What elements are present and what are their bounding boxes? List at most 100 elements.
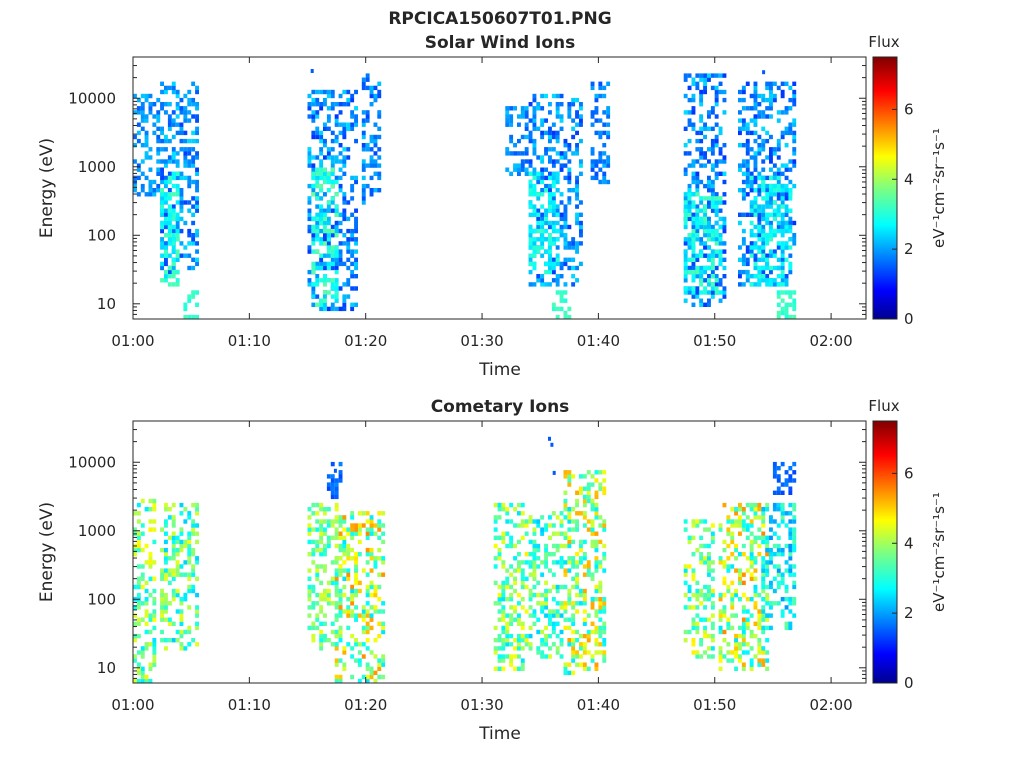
heatmap-cell [691,572,696,577]
heatmap-cell [780,192,785,197]
heatmap-cell [544,633,548,639]
heatmap-cell [590,147,595,152]
heatmap-cell [707,584,711,590]
heatmap-cell [788,126,793,131]
heatmap-cell [354,265,358,271]
heatmap-cell [563,572,568,577]
heatmap-cell [761,515,766,520]
heatmap-cell [536,106,541,111]
heatmap-cell [548,241,552,246]
heatmap-cell [191,102,196,107]
heatmap-cell [509,106,514,111]
heatmap-cell [582,650,587,655]
heatmap-cell [311,621,316,626]
heatmap-cell [191,314,196,320]
heatmap-cell [707,543,711,549]
heatmap-cell [140,498,145,504]
heatmap-cell [699,114,704,119]
heatmap-cell [326,118,331,123]
heatmap-cell [563,498,568,504]
heatmap-cell [338,478,343,483]
heatmap-cell [718,617,723,622]
heatmap-cell [792,122,797,127]
heatmap-cell [381,629,386,635]
heatmap-cell [148,552,153,557]
heatmap-cell [381,531,386,536]
heatmap-cell [187,151,192,156]
heatmap-cell [567,638,572,643]
heatmap-cell [738,143,742,148]
heatmap-cell [160,245,164,250]
heatmap-cell [319,597,324,602]
heatmap-cell [575,564,579,569]
heatmap-cell [555,188,560,193]
heatmap-cell [691,233,696,238]
heatmap-cell [501,588,506,594]
heatmap-cell [769,237,773,242]
heatmap-cell [195,151,199,156]
heatmap-cell [509,118,514,123]
heatmap-cell [594,609,599,614]
heatmap-cell [179,642,184,647]
heatmap-cell [326,588,331,594]
heatmap-cell [559,155,564,160]
heatmap-cell [749,502,754,508]
heatmap-cell [311,114,316,119]
heatmap-cell [187,241,192,246]
heatmap-cell [311,241,316,246]
heatmap-cell [195,89,199,95]
heatmap-cell [338,183,343,189]
heatmap-cell [532,564,537,569]
heatmap-cell [307,151,312,156]
heatmap-cell [520,597,525,602]
heatmap-cell [780,515,785,520]
heatmap-cell [497,609,502,614]
heatmap-cell [586,494,591,500]
heatmap-cell [575,572,579,577]
heatmap-cell [567,617,572,622]
heatmap-cell [780,290,785,295]
heatmap-cell [136,543,141,549]
heatmap-cell [175,224,180,230]
heatmap-cell [156,110,161,115]
heatmap-cell [788,220,793,226]
heatmap-cell [769,81,773,86]
heatmap-cell [710,646,715,651]
heatmap-cell [722,257,727,262]
heatmap-cell [517,601,521,606]
heatmap-cell [140,143,145,148]
heatmap-cell [319,257,324,262]
heatmap-cell [307,625,312,631]
heatmap-cell [691,97,696,103]
heatmap-cell [792,290,797,295]
heatmap-cell [602,597,607,602]
heatmap-cell [761,269,766,275]
heatmap-cell [144,97,149,103]
heatmap-cell [788,245,793,250]
heatmap-cell [563,670,568,676]
heatmap-cell [195,183,199,189]
heatmap-cell [575,502,579,508]
heatmap-cell [160,167,164,172]
heatmap-cell [160,261,164,267]
heatmap-cell [528,564,533,569]
heatmap-cell [567,597,572,602]
heatmap-cell [691,261,696,267]
heatmap-cell [191,220,196,226]
heatmap-cell [191,179,196,185]
heatmap-cell [540,175,545,181]
heatmap-cell [563,175,568,181]
heatmap-cell [776,224,781,230]
heatmap-cell [559,543,564,549]
heatmap-cell [683,167,688,172]
heatmap-cell [582,572,587,577]
heatmap-cell [714,143,719,148]
heatmap-cell [148,93,153,99]
heatmap-cell [571,151,576,156]
heatmap-cell [757,257,762,262]
heatmap-cell [788,531,793,536]
heatmap-cell [493,519,498,524]
heatmap-cell [555,601,560,606]
heatmap-cell [571,519,576,524]
heatmap-cell [769,106,773,111]
